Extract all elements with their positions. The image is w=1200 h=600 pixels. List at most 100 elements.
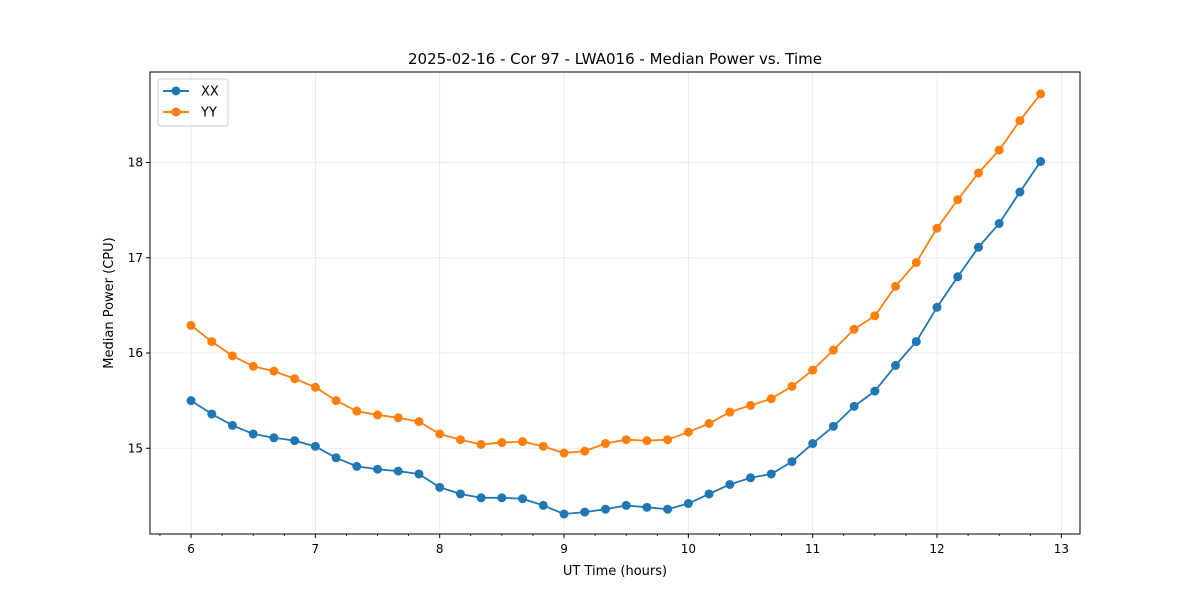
data-point-xx (476, 493, 486, 503)
data-point-yy (331, 396, 341, 406)
data-point-yy (932, 223, 942, 233)
data-point-yy (973, 168, 983, 178)
data-point-yy (559, 448, 569, 458)
data-point-yy (248, 361, 258, 371)
plot-area (150, 72, 1080, 534)
data-point-yy (849, 324, 859, 334)
legend-marker-yy (171, 107, 181, 117)
data-point-yy (746, 400, 756, 410)
data-point-yy (455, 435, 465, 445)
data-point-xx (600, 504, 610, 514)
data-point-xx (621, 500, 631, 510)
data-point-yy (227, 351, 237, 361)
data-point-yy (663, 435, 673, 445)
y-axis-label: Median Power (CPU) (102, 237, 117, 368)
data-point-yy (725, 407, 735, 417)
data-point-xx (870, 386, 880, 396)
chart-title: 2025-02-16 - Cor 97 - LWA016 - Median Po… (408, 50, 822, 68)
ticks: 6 7 8 9 10 11 12 13 15 16 17 18 (128, 155, 1069, 556)
data-point-yy (476, 439, 486, 449)
data-point-yy (994, 145, 1004, 155)
y-tick-label: 17 (128, 251, 143, 265)
data-point-yy (600, 439, 610, 449)
data-point-xx (828, 421, 838, 431)
legend-label-yy: YY (200, 106, 217, 121)
x-tick-label: 9 (560, 542, 568, 556)
data-point-xx (683, 499, 693, 509)
data-point-yy (808, 365, 818, 375)
data-point-xx (891, 360, 901, 370)
x-tick-label: 8 (436, 542, 444, 556)
data-point-xx (994, 218, 1004, 228)
data-point-yy (414, 417, 424, 427)
data-point-yy (207, 337, 217, 347)
data-point-yy (497, 438, 507, 448)
data-point-yy (787, 381, 797, 391)
data-point-xx (248, 429, 258, 439)
data-point-xx (290, 436, 300, 446)
plot-frame (149, 71, 1081, 535)
data-point-xx (393, 466, 403, 476)
data-point-xx (580, 507, 590, 517)
data-point-xx (1015, 187, 1025, 197)
data-point-yy (538, 441, 548, 451)
data-point-yy (580, 446, 590, 456)
data-point-xx (331, 453, 341, 463)
x-tick-label: 13 (1054, 542, 1069, 556)
data-point-xx (746, 473, 756, 483)
data-point-xx (953, 272, 963, 282)
data-point-yy (891, 281, 901, 291)
data-point-xx (704, 489, 714, 499)
x-axis-label: UT Time (hours) (563, 564, 667, 579)
data-point-xx (518, 494, 528, 504)
data-point-xx (207, 409, 217, 419)
data-point-xx (766, 469, 776, 479)
x-tick-label: 11 (805, 542, 820, 556)
data-point-xx (455, 489, 465, 499)
data-point-yy (352, 406, 362, 416)
data-point-yy (186, 320, 196, 330)
legend-marker-xx (171, 86, 181, 96)
data-point-xx (932, 302, 942, 312)
data-point-yy (373, 410, 383, 420)
data-point-yy (704, 419, 714, 428)
data-point-xx (973, 242, 983, 252)
data-point-xx (538, 500, 548, 510)
data-point-xx (373, 464, 383, 474)
y-tick-label: 16 (128, 346, 143, 360)
data-point-xx (1036, 157, 1046, 167)
data-point-xx (663, 504, 673, 514)
data-point-xx (352, 461, 362, 471)
data-point-yy (1015, 116, 1025, 126)
data-point-xx (849, 401, 859, 411)
series-layer (186, 89, 1046, 519)
data-point-xx (414, 469, 424, 479)
data-point-xx (911, 337, 921, 347)
data-point-yy (766, 394, 776, 404)
data-point-yy (953, 195, 963, 205)
data-point-yy (1036, 89, 1046, 99)
data-point-yy (621, 435, 631, 445)
data-point-yy (310, 382, 320, 392)
data-point-xx (310, 441, 320, 451)
data-point-yy (393, 413, 403, 423)
data-point-yy (828, 345, 838, 355)
x-tick-label: 12 (929, 542, 944, 556)
x-tick-label: 6 (187, 542, 195, 556)
data-point-xx (269, 433, 279, 443)
data-point-yy (683, 427, 693, 437)
data-point-xx (186, 396, 196, 406)
data-point-xx (808, 439, 818, 449)
data-point-xx (435, 482, 445, 492)
y-tick-label: 15 (128, 441, 143, 455)
data-point-yy (870, 311, 880, 321)
data-point-xx (642, 502, 652, 512)
legend: XX YY (157, 78, 229, 127)
data-point-xx (725, 479, 735, 489)
data-point-yy (642, 436, 652, 446)
data-point-xx (497, 493, 507, 503)
data-point-yy (435, 429, 445, 439)
x-tick-label: 7 (312, 542, 320, 556)
